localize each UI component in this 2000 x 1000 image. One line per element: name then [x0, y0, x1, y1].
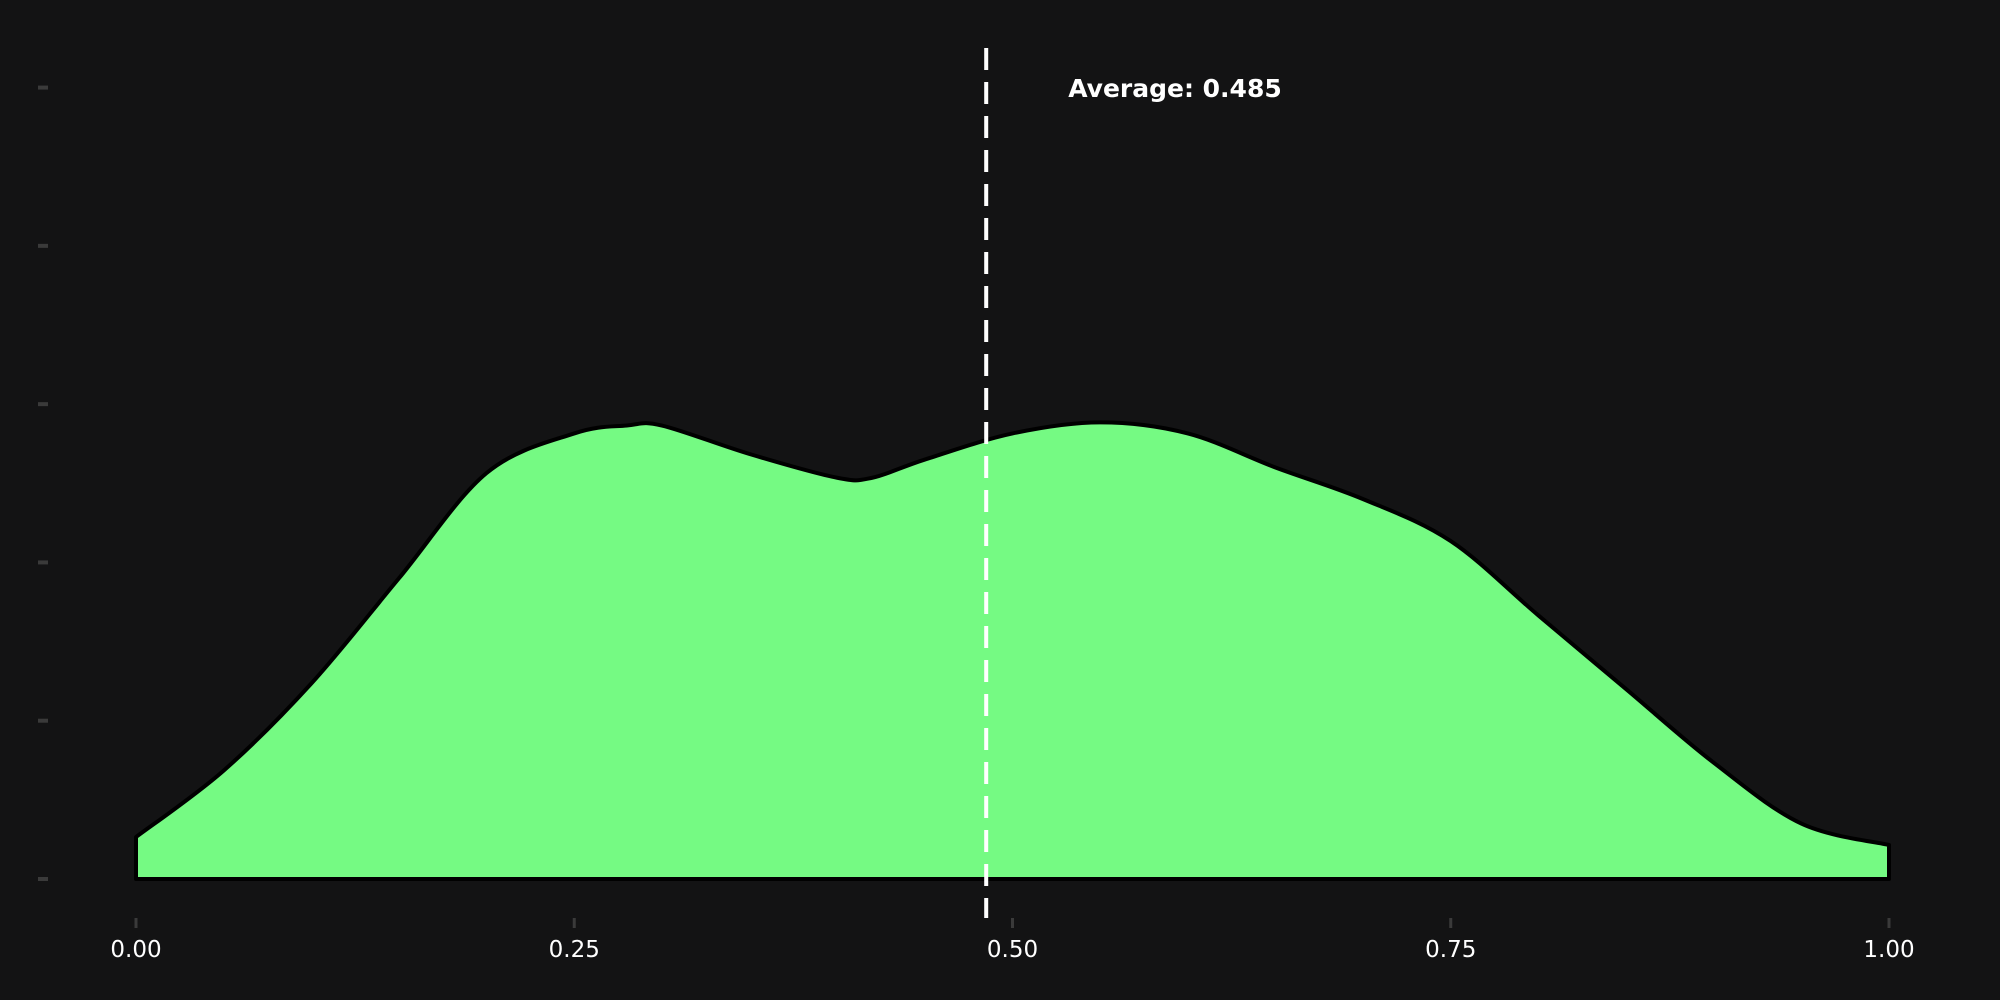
x-axis-ticks: 0.00 0.25 0.50 0.75 1.00 — [110, 918, 1915, 963]
density-area — [134, 420, 1891, 881]
average-label: Average: 0.485 — [1068, 74, 1282, 103]
x-tick-label: 0.50 — [987, 937, 1038, 963]
y-axis-ticks — [38, 85, 48, 881]
x-tick-label: 0.00 — [110, 937, 161, 963]
x-tick-label: 0.75 — [1425, 937, 1476, 963]
x-tick-label: 0.25 — [549, 937, 600, 963]
x-tick-label: 1.00 — [1863, 937, 1914, 963]
